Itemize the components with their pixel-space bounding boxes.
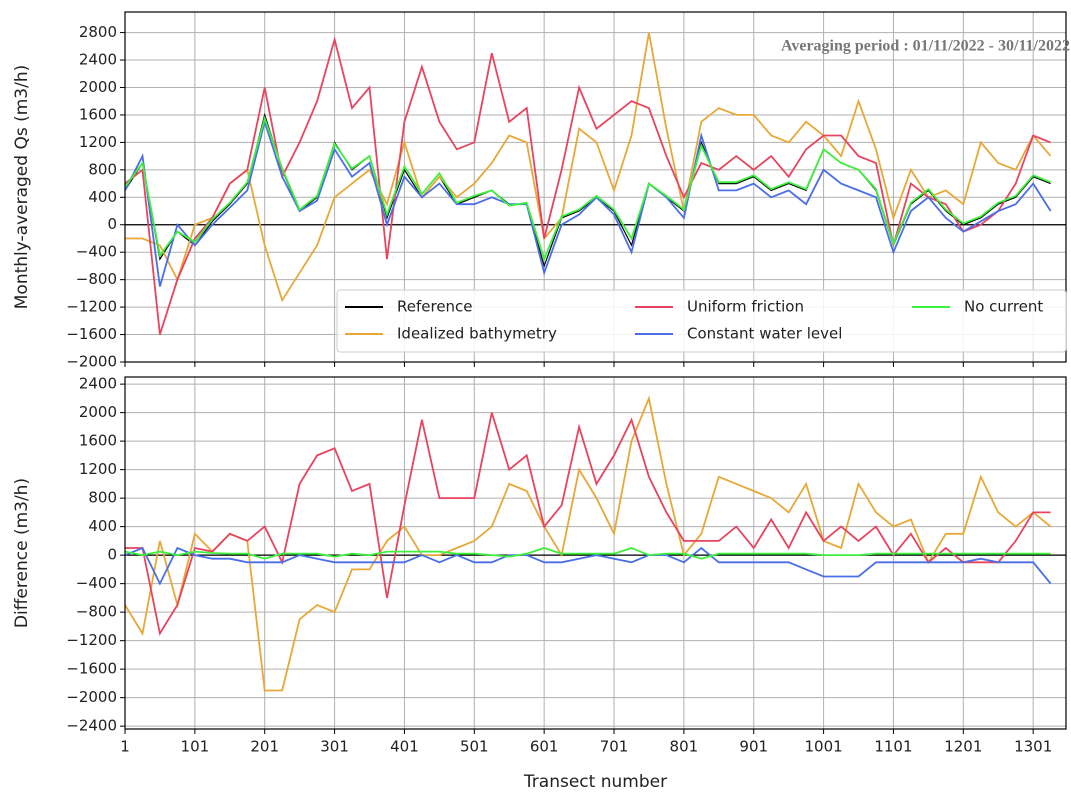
y-axis-label: Monthly-averaged Qs (m3/h) bbox=[12, 65, 32, 309]
y-tick-label: 1600 bbox=[79, 432, 117, 450]
x-tick-label: 701 bbox=[600, 738, 629, 756]
y-tick-label: 1200 bbox=[79, 460, 117, 478]
y-tick-label: 800 bbox=[88, 489, 117, 507]
legend bbox=[336, 289, 1067, 353]
x-tick-label: 101 bbox=[181, 738, 210, 756]
x-tick-label: 801 bbox=[670, 738, 699, 756]
plot-frame bbox=[124, 11, 1067, 363]
x-axis-label: Transect number bbox=[523, 772, 667, 792]
y-tick-label: −400 bbox=[76, 574, 117, 592]
data-line bbox=[125, 32, 1052, 303]
x-tick-label: 301 bbox=[320, 738, 349, 756]
legend-label: Reference bbox=[397, 298, 473, 316]
legend-label: No current bbox=[964, 298, 1043, 316]
y-tick-label: −1600 bbox=[66, 325, 117, 343]
data-line bbox=[125, 412, 1051, 636]
y-tick-label: 2000 bbox=[79, 78, 117, 96]
legend-label: Constant water level bbox=[687, 325, 842, 343]
x-tick-label: 1101 bbox=[874, 738, 912, 756]
y-tick-label: 2000 bbox=[79, 403, 117, 421]
y-tick-label: −400 bbox=[76, 243, 117, 261]
y-tick-label: 2400 bbox=[79, 51, 117, 69]
x-tick-label: 501 bbox=[460, 738, 489, 756]
legend-label: Uniform friction bbox=[687, 298, 804, 316]
plot-frame bbox=[124, 376, 1067, 730]
y-tick-label: 2400 bbox=[79, 375, 117, 393]
y-tick-label: −1600 bbox=[66, 660, 117, 678]
y-tick-label: −2000 bbox=[66, 688, 117, 706]
x-tick-label: 601 bbox=[530, 738, 559, 756]
legend-label: Idealized bathymetry bbox=[397, 325, 557, 343]
x-tick-label: 1201 bbox=[944, 738, 982, 756]
y-tick-label: 800 bbox=[88, 160, 117, 178]
y-tick-label: 0 bbox=[107, 546, 117, 564]
x-tick-label: 201 bbox=[250, 738, 279, 756]
y-tick-label: 2800 bbox=[79, 23, 117, 41]
y-tick-label: 1600 bbox=[79, 105, 117, 123]
y-tick-label: −1200 bbox=[66, 631, 117, 649]
annotation: Averaging period : 01/11/2022 - 30/11/20… bbox=[781, 38, 1070, 55]
y-tick-label: 1200 bbox=[79, 133, 117, 151]
data-line bbox=[124, 546, 1052, 586]
x-tick-label: 901 bbox=[739, 738, 768, 756]
data-line bbox=[124, 547, 1051, 560]
y-tick-label: −800 bbox=[76, 603, 117, 621]
y-tick-label: 0 bbox=[107, 215, 117, 233]
data-line bbox=[124, 395, 1052, 692]
y-tick-label: −2400 bbox=[66, 717, 117, 735]
data-line bbox=[124, 118, 1052, 287]
y-tick-label: −1200 bbox=[66, 298, 117, 316]
y-tick-label: −800 bbox=[76, 270, 117, 288]
data-line bbox=[124, 115, 1051, 262]
y-axis-label: Difference (m3/h) bbox=[12, 478, 32, 628]
x-tick-label: 401 bbox=[390, 738, 419, 756]
y-tick-label: −2000 bbox=[66, 353, 117, 371]
x-tick-label: 1301 bbox=[1014, 738, 1052, 756]
y-tick-label: 400 bbox=[88, 188, 117, 206]
x-tick-label: 1 bbox=[120, 738, 130, 756]
x-tick-label: 1001 bbox=[804, 738, 842, 756]
y-tick-label: 400 bbox=[88, 517, 117, 535]
